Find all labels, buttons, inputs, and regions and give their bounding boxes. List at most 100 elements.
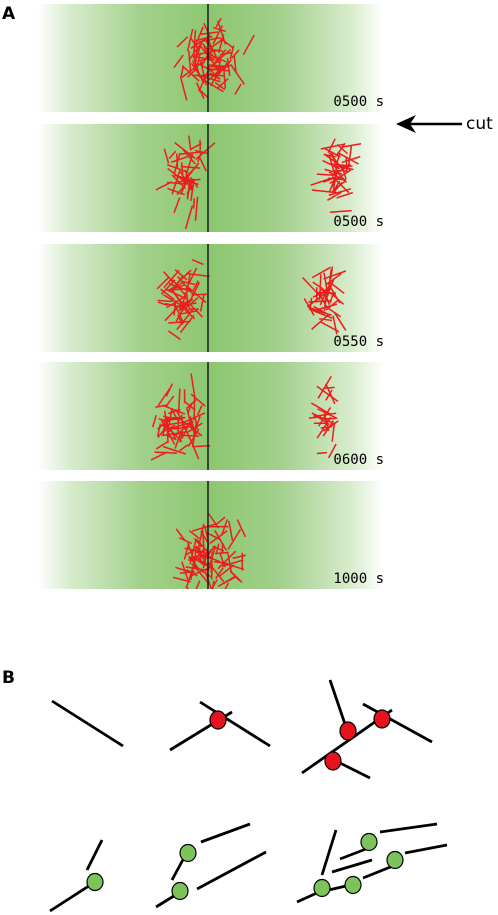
filament [332,167,338,193]
filament [189,303,204,318]
filament [155,404,169,408]
filament [163,410,170,437]
panel-b-label: B [2,668,15,688]
filament [316,451,328,455]
filament-field [156,244,347,352]
filament [164,288,188,300]
motor-dot [86,872,104,892]
motor-dot [344,875,362,895]
filament [180,162,184,176]
filament [214,551,229,555]
crosslinker-diagram [49,679,448,913]
filament [316,385,339,402]
filament [85,839,104,871]
filament [327,138,336,154]
filament [206,531,222,541]
filament-field [173,4,255,112]
cut-label: cut [466,114,493,134]
filament [180,165,201,169]
filament [212,545,225,552]
filament [310,307,323,313]
filament [342,166,354,171]
filament [190,393,206,407]
filament [163,269,180,289]
green-dots [86,832,404,901]
filament [188,50,192,72]
filament [334,182,343,192]
time-label: 0500 s [333,214,384,230]
filament [175,408,185,424]
filament [180,65,185,78]
filament [176,309,194,331]
filament [323,153,339,165]
filament [194,416,198,430]
filament [198,155,207,172]
filament [195,82,205,99]
filament [317,408,338,420]
filament [183,543,190,560]
filament [404,843,448,855]
filament [232,554,247,560]
filament [179,76,188,101]
filament [328,171,345,182]
filament [162,404,186,415]
crosslinker-dot [373,709,391,729]
filament [198,69,210,92]
filament [319,281,332,306]
filament [173,284,185,290]
filament [160,288,175,301]
filament [217,550,237,570]
filament [189,416,197,435]
filament [192,55,214,61]
simulation-strip: 0550 s [37,244,384,352]
filament [327,191,342,201]
filament [220,519,229,536]
red-row [51,679,433,780]
filament [190,373,196,399]
filament [310,177,333,186]
filament [173,152,181,175]
filament [226,58,231,77]
filament [181,434,200,437]
filament [322,420,339,432]
filament [340,143,362,149]
filament [214,61,229,80]
crosslinker-dot [324,751,342,771]
filament [202,78,224,93]
filament [177,298,194,308]
filament [189,142,202,151]
filament [199,294,205,312]
filament [192,30,197,56]
filament [324,305,342,318]
filament [157,301,168,307]
motor-dot [171,881,189,901]
filament [168,150,177,160]
filament [171,154,191,163]
crosslinker-dot [209,710,227,730]
filament [173,54,184,69]
filament [336,191,353,199]
filament [224,582,230,589]
filament [200,822,251,844]
filament [168,320,191,324]
filament [156,276,170,290]
filament [157,299,173,303]
filament [184,205,194,230]
filament [331,151,337,167]
filament [155,441,168,450]
filament [196,405,203,416]
filament [226,551,233,574]
filament [215,516,226,526]
filament [182,280,196,286]
filament [196,850,267,891]
filament [157,423,162,437]
filament [210,48,224,53]
filament-field [150,362,339,470]
filament [177,276,195,297]
filament [331,858,373,874]
filament [333,312,347,331]
filament [219,561,245,571]
filament [188,135,192,151]
filament [188,530,200,540]
filament [362,864,394,880]
